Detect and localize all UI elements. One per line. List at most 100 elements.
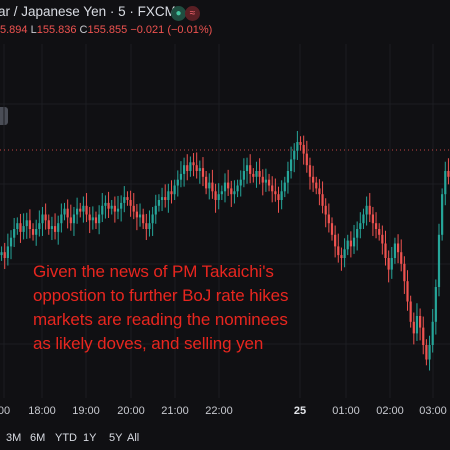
candle-body [44,214,47,221]
candle-body [38,223,41,229]
candle-body [186,165,189,171]
candle-body [88,214,91,221]
candle-body [362,214,365,224]
candle-body [164,197,167,200]
ohlc-close-key: C [79,24,88,36]
candle-body [255,171,258,177]
candle-body [321,194,324,206]
candle-body [396,243,400,253]
candle-body [9,237,13,247]
candle-body [123,197,126,203]
candle-body [145,223,148,229]
time-label: 20:00 [117,405,145,417]
candle-body [94,217,98,224]
candle-body [22,226,25,232]
candle-body [182,165,186,174]
candle-body [267,179,271,186]
candle-body [91,217,94,221]
candle-body [72,214,76,224]
candle-body [75,208,79,215]
candle-body [129,200,132,206]
candle-body [113,205,116,212]
candle-body [428,345,431,360]
chart-grid [0,44,450,398]
candle-body [176,179,179,186]
candle-body [142,214,145,224]
candle-body [390,258,393,270]
candle-body [356,229,359,238]
candle-body [271,185,274,192]
candle-body [400,252,403,264]
candle-body [249,165,252,174]
candle-body [107,202,110,209]
candle-body [365,205,368,215]
candle-body [242,171,245,180]
candle-body [305,153,308,166]
candle-body [289,159,293,171]
candle-body [274,191,277,195]
candle-body [406,281,409,302]
candle-body [220,191,223,195]
time-label: 01:00 [332,405,360,417]
candle-body [233,191,236,195]
candle-body [57,223,60,232]
candlestick-chart[interactable] [0,44,450,398]
candle-body [120,202,123,209]
ohlc-low-key: L [30,24,37,36]
candle-body [0,252,3,256]
candle-body [327,214,330,224]
candle-body [387,258,390,270]
live-dot-icon[interactable]: ● [171,6,186,21]
candle-body [378,229,381,235]
candle-body [66,208,69,218]
candle-body [283,182,286,192]
range-button-1y[interactable]: 1Y [83,432,97,444]
candle-body [223,182,227,192]
candle-body [170,191,173,195]
candle-body [334,234,337,247]
time-label: 21:00 [161,405,189,417]
time-label: 18:00 [28,405,56,417]
range-button-5y[interactable]: 5Y [109,432,123,444]
candle-body [236,185,239,192]
time-axis[interactable]: 00 18:00 19:00 20:00 21:00 22:00 25 01:00 02:00 0… [0,398,450,426]
candle-body [280,191,283,200]
candle-body [330,223,334,235]
range-selector: 3M 6M YTD 1Y 5Y All [0,426,450,450]
candle-body [179,173,183,180]
candle-body [227,182,230,189]
ohlc-close-value: 155.855 [87,24,128,36]
candle-body [132,205,135,212]
range-button-ytd[interactable]: YTD [55,432,77,444]
range-button-6m[interactable]: 6M [30,432,46,444]
range-button-all[interactable]: All [127,432,140,444]
candle-body [315,182,318,189]
ohlc-low-value: 155.836 [36,24,77,36]
candle-body [368,205,371,215]
candle-body [151,214,154,224]
candle-body [126,197,129,200]
time-label: 22:00 [205,405,233,417]
candle-body [104,202,107,206]
candle-body [138,214,142,218]
candle-body [41,214,44,224]
candle-body [293,150,296,160]
candle-body [13,229,16,238]
candle-body [19,223,22,232]
wave-icon[interactable]: ≈ [185,6,200,21]
candle-body [135,211,138,218]
candle-body [16,223,19,229]
candle-body [98,214,101,224]
candle-body [409,301,412,322]
range-button-3m[interactable]: 3M [6,432,22,444]
symbol-title[interactable]: ar / Japanese Yen · 5 · FXCM [0,4,176,19]
candle-body [384,243,387,258]
time-label: 25 [293,405,307,417]
candle-body [60,214,63,224]
candle-body [198,168,201,171]
candle-body [211,182,214,192]
candle-body [324,205,327,215]
candle-body [277,194,280,200]
candle-body [208,182,211,189]
candle-body [359,223,362,229]
